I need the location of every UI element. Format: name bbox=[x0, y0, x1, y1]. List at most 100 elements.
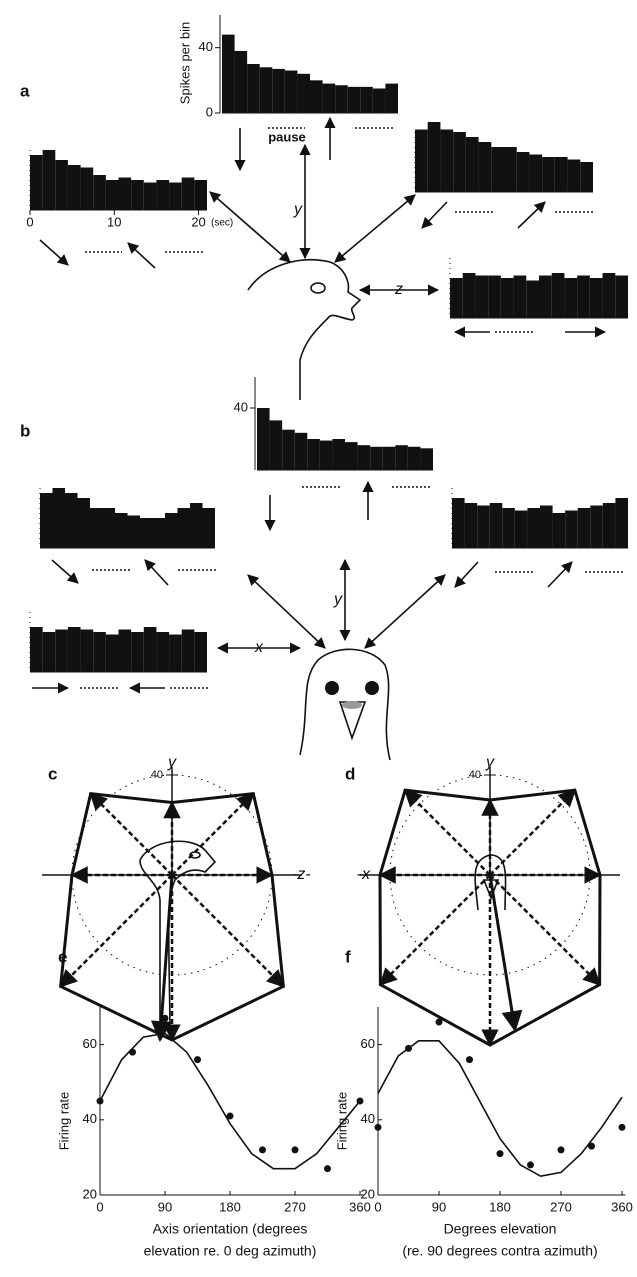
histogram-bar bbox=[128, 516, 141, 549]
histogram-bar bbox=[93, 175, 106, 210]
histogram-bar bbox=[320, 441, 333, 470]
histogram-bar bbox=[323, 84, 336, 113]
histogram-bar bbox=[332, 439, 345, 470]
arrow bbox=[455, 562, 478, 587]
histogram-bar bbox=[285, 71, 298, 113]
histogram-bar bbox=[517, 152, 530, 192]
y-axis-title: Spikes per bin bbox=[177, 22, 192, 104]
histogram-bar bbox=[65, 493, 78, 548]
y-axis-title: Firing rate bbox=[334, 1092, 349, 1151]
y-tick-label: 60 bbox=[83, 1036, 97, 1051]
histogram-bar bbox=[178, 508, 191, 548]
r-tick-label: 40 bbox=[469, 769, 481, 781]
y-tick-label: 40 bbox=[199, 39, 213, 54]
histogram-bar bbox=[68, 627, 81, 672]
histogram-bar bbox=[479, 142, 492, 192]
polar-vector bbox=[405, 790, 490, 875]
histogram-bar bbox=[420, 448, 433, 470]
arrow bbox=[145, 560, 168, 585]
axis-label: y bbox=[167, 754, 177, 771]
x-axis-title: Degrees elevation bbox=[444, 1221, 557, 1237]
annotation: z bbox=[394, 281, 403, 298]
histogram-bar bbox=[81, 630, 94, 673]
histogram-bar bbox=[488, 276, 501, 319]
histogram-bar bbox=[345, 442, 358, 470]
histogram-bar bbox=[272, 69, 285, 113]
axis-label: y bbox=[485, 754, 495, 771]
histogram-bar bbox=[115, 513, 128, 548]
histogram-bar bbox=[165, 513, 178, 548]
histogram-bar bbox=[43, 632, 56, 672]
annotation: y bbox=[333, 591, 343, 608]
histogram-bar bbox=[260, 67, 273, 113]
histogram-bar bbox=[504, 147, 517, 192]
bird-eye bbox=[325, 681, 339, 695]
x-tick-label: 20 bbox=[191, 214, 205, 229]
polar-vector bbox=[61, 875, 172, 986]
histogram-bar bbox=[182, 178, 195, 211]
histogram-bar bbox=[43, 150, 56, 210]
data-point bbox=[259, 1146, 266, 1153]
histogram-bar bbox=[103, 508, 116, 548]
bird-side bbox=[140, 841, 215, 1040]
bird-eye bbox=[365, 681, 379, 695]
arrow bbox=[52, 560, 78, 583]
histogram-bar bbox=[203, 508, 216, 548]
histogram-bar bbox=[491, 147, 504, 192]
y-tick-label: 40 bbox=[234, 399, 248, 414]
x-tick-label: 270 bbox=[284, 1199, 306, 1214]
histogram-bar bbox=[78, 498, 91, 548]
histogram-bar bbox=[603, 273, 616, 318]
histogram-bar bbox=[270, 420, 283, 470]
polar-vector bbox=[172, 794, 253, 875]
histogram-bar bbox=[590, 278, 603, 318]
histogram-bar bbox=[348, 87, 361, 113]
histogram-bar bbox=[235, 51, 248, 113]
data-point bbox=[558, 1146, 565, 1153]
histogram-bar bbox=[615, 498, 628, 548]
histogram-bar bbox=[385, 84, 398, 113]
histogram-bar bbox=[55, 160, 68, 210]
histogram-bar bbox=[415, 130, 428, 193]
histogram-bar bbox=[477, 506, 490, 549]
histogram-bar bbox=[540, 506, 553, 549]
histogram-bar bbox=[140, 518, 153, 548]
histogram-bar bbox=[119, 630, 132, 673]
y-tick-label: 40 bbox=[361, 1111, 375, 1126]
decorations bbox=[32, 118, 625, 1040]
histogram-bar bbox=[30, 627, 43, 672]
y-tick-label: 20 bbox=[83, 1186, 97, 1201]
histogram-bar bbox=[502, 508, 515, 548]
histogram-bar bbox=[552, 273, 565, 318]
arrow bbox=[40, 240, 68, 265]
x-tick-label: 0 bbox=[26, 214, 33, 229]
x-tick-label: 0 bbox=[96, 1199, 103, 1214]
panel-label: c bbox=[48, 764, 57, 783]
histogram-bar bbox=[169, 183, 182, 211]
resultant-arrow bbox=[490, 875, 515, 1030]
histogram-bar bbox=[282, 430, 295, 470]
data-point bbox=[619, 1124, 626, 1131]
bird-eye bbox=[311, 283, 325, 293]
histogram-bar bbox=[153, 518, 166, 548]
histogram-bar bbox=[603, 503, 616, 548]
histogram-bar bbox=[156, 632, 169, 672]
panel-label: a bbox=[20, 81, 30, 100]
y-tick-label: 0 bbox=[206, 104, 213, 119]
histogram-bar bbox=[527, 508, 540, 548]
histogram-bar bbox=[53, 488, 66, 548]
histogram-bar bbox=[515, 511, 528, 549]
histogram-bar bbox=[222, 35, 235, 113]
annotation: x bbox=[254, 639, 264, 656]
x-tick-label: 0 bbox=[374, 1199, 381, 1214]
histogram-bar bbox=[453, 132, 466, 192]
histogram-bar bbox=[580, 162, 593, 192]
histogram-bar bbox=[310, 80, 323, 113]
histogram-bar bbox=[190, 503, 203, 548]
x-tick-label: 10 bbox=[107, 214, 121, 229]
polar-vector bbox=[172, 875, 283, 986]
fit-line bbox=[100, 1033, 360, 1168]
arrow bbox=[548, 562, 572, 587]
r-tick-label: 40 bbox=[151, 769, 163, 781]
polar-vector bbox=[490, 790, 575, 875]
